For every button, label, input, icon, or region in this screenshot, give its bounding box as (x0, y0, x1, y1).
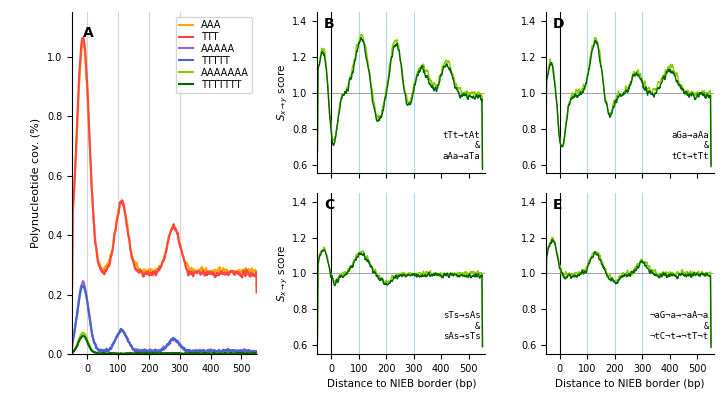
X-axis label: Distance to NIEB border (bp): Distance to NIEB border (bp) (327, 379, 476, 389)
AAAAAAA (153, 352, 162, 357)
AAAAAAA (79, 330, 87, 335)
X-axis label: Distance to NIEB border (bp): Distance to NIEB border (bp) (555, 379, 704, 389)
AAA (151, 267, 160, 272)
TTT (79, 35, 87, 40)
AAAAAAA (101, 351, 110, 356)
AAA (68, 284, 76, 289)
Text: B: B (324, 17, 335, 31)
TTTTT (250, 350, 259, 355)
AAAAA (188, 350, 197, 355)
TTTTT (79, 283, 87, 288)
TTTTTTT (208, 352, 216, 357)
Y-axis label: $S_{x \rightarrow y}$ score: $S_{x \rightarrow y}$ score (275, 245, 290, 302)
AAAAAAA (68, 351, 76, 356)
TTTTT (151, 348, 160, 352)
TTT (68, 285, 76, 290)
Line: AAAAAAA: AAAAAAA (72, 333, 257, 354)
AAA (252, 290, 261, 295)
Line: TTT: TTT (72, 38, 257, 292)
AAAAA (101, 348, 110, 353)
TTTTT (252, 350, 261, 354)
TTTTTTT (192, 351, 200, 356)
TTTTTTT (252, 351, 261, 356)
TTT (115, 200, 124, 205)
TTT (207, 271, 216, 276)
AAAAA (252, 349, 261, 354)
AAAAA (192, 349, 200, 354)
TTTTTTT (116, 352, 125, 357)
TTTTTTT (152, 351, 161, 356)
AAAAAAA (151, 351, 160, 356)
Line: TTTTTTT: TTTTTTT (72, 336, 257, 354)
TTTTT (177, 344, 185, 349)
TTTTT (207, 349, 216, 354)
Text: A: A (83, 26, 94, 40)
AAA (101, 264, 110, 269)
Line: TTTTT: TTTTT (72, 286, 257, 353)
AAAAA (115, 330, 124, 335)
AAA (78, 40, 87, 45)
AAAAAAA (252, 351, 261, 356)
TTT (151, 273, 160, 278)
TTTTT (101, 350, 110, 354)
AAAAA (151, 348, 160, 353)
AAAAA (208, 348, 216, 353)
Legend: AAA, TTT, AAAAA, TTTTT, AAAAAAA, TTTTTTT: AAA, TTT, AAAAA, TTTTT, AAAAAAA, TTTTTTT (176, 17, 252, 93)
AAAAA (177, 344, 185, 349)
TTTTT (68, 344, 76, 349)
Text: sTs→sAs
&
sAs→sTs: sTs→sAs & sAs→sTs (443, 311, 480, 341)
AAA (207, 268, 216, 273)
Text: E: E (553, 198, 562, 212)
Text: aGa→aAa
&
tCt→tTt: aGa→aAa & tCt→tTt (671, 131, 709, 161)
TTT (191, 269, 200, 274)
AAAAAAA (177, 351, 186, 356)
Y-axis label: $S_{x \rightarrow y}$ score: $S_{x \rightarrow y}$ score (275, 64, 290, 121)
TTTTT (115, 330, 124, 335)
TTT (177, 247, 185, 252)
Text: C: C (324, 198, 335, 212)
AAA (191, 269, 200, 274)
TTT (252, 290, 261, 295)
TTTTTTT (101, 351, 110, 356)
TTTTTTT (79, 333, 87, 338)
Line: AAAAA: AAAAA (72, 281, 257, 353)
AAAAAAA (115, 351, 124, 356)
AAAAA (68, 345, 76, 350)
AAA (177, 247, 185, 252)
TTT (101, 270, 110, 275)
TTTTTTT (115, 352, 123, 357)
AAAAAAA (208, 351, 216, 356)
AAAAA (79, 278, 87, 283)
AAAAAAA (192, 351, 200, 356)
Line: AAA: AAA (72, 43, 257, 293)
AAA (115, 201, 124, 206)
TTTTTTT (177, 351, 186, 356)
TTTTT (191, 348, 200, 352)
Y-axis label: Polynucleotide cov. (%): Polynucleotide cov. (%) (32, 118, 41, 248)
TTTTTTT (68, 351, 76, 356)
Text: ¬aG¬a→¬aA¬a
&
¬tC¬t→¬tT¬t: ¬aG¬a→¬aA¬a & ¬tC¬t→¬tT¬t (650, 311, 709, 341)
Text: D: D (553, 17, 564, 31)
Text: tTt→tAt
&
aAa→aTa: tTt→tAt & aAa→aTa (443, 131, 480, 161)
